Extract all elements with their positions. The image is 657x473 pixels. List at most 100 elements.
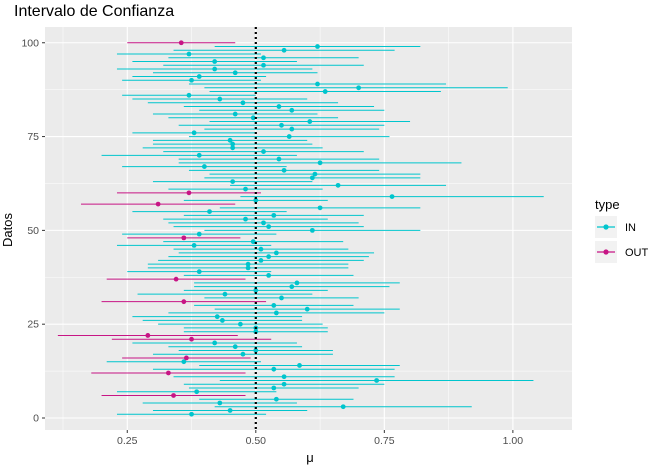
legend: type IN OUT xyxy=(595,197,649,263)
interval-center-point xyxy=(258,257,264,263)
interval-center-point xyxy=(258,246,264,252)
interval-center-point xyxy=(289,284,295,290)
interval-center-point xyxy=(273,250,279,256)
interval-center-point xyxy=(178,40,184,46)
interval-center-point xyxy=(250,239,256,245)
interval-center-point xyxy=(201,164,207,169)
interval-center-point xyxy=(189,336,194,342)
interval-center-point xyxy=(273,396,279,402)
interval-center-point xyxy=(304,306,310,312)
legend-key-in-point xyxy=(603,224,609,230)
interval-center-point xyxy=(281,167,287,173)
interval-center-point xyxy=(281,374,287,380)
interval-center-point xyxy=(312,171,318,177)
interval-center-point xyxy=(261,149,266,154)
interval-center-point xyxy=(253,288,259,293)
interval-center-point xyxy=(276,156,282,162)
interval-center-point xyxy=(322,89,328,94)
legend-label-in: IN xyxy=(625,222,636,234)
interval-center-point xyxy=(271,366,277,372)
interval-center-point xyxy=(196,74,202,79)
legend-key-out-point xyxy=(603,249,609,255)
interval-center-point xyxy=(145,333,151,338)
interval-center-point xyxy=(165,370,171,376)
y-tick-label: 25 xyxy=(27,319,39,331)
legend-title: type xyxy=(595,197,620,212)
interval-center-point xyxy=(212,340,218,346)
interval-center-point xyxy=(250,115,256,121)
interval-center-point xyxy=(196,231,202,237)
interval-center-point xyxy=(309,227,315,233)
interval-center-point xyxy=(266,254,272,260)
y-axis: 0 25 50 75 100 xyxy=(21,37,45,424)
interval-center-point xyxy=(232,111,238,117)
interval-center-point xyxy=(271,385,277,391)
interval-center-point xyxy=(230,145,236,151)
x-tick-label: 0.25 xyxy=(117,435,138,447)
y-tick-label: 0 xyxy=(33,412,39,424)
legend-key-in xyxy=(595,216,617,238)
interval-center-point xyxy=(191,242,197,248)
interval-center-point xyxy=(227,408,233,413)
interval-center-point xyxy=(207,209,212,215)
interval-center-point xyxy=(217,96,223,102)
interval-center-point xyxy=(389,194,395,200)
interval-center-point xyxy=(307,119,313,124)
interval-center-point xyxy=(294,280,300,286)
interval-center-point xyxy=(240,100,246,106)
interval-center-point xyxy=(230,179,236,184)
interval-center-point xyxy=(253,329,259,335)
interval-center-point xyxy=(273,310,279,316)
interval-center-point xyxy=(194,389,200,395)
interval-center-point xyxy=(212,59,218,64)
x-tick-label: 1.00 xyxy=(503,435,524,447)
interval-center-point xyxy=(232,344,238,350)
x-axis: 0.25 0.50 0.75 1.00 xyxy=(117,430,523,447)
interval-center-point xyxy=(317,160,323,166)
interval-center-point xyxy=(315,81,320,87)
interval-center-point xyxy=(297,363,302,368)
interval-centers xyxy=(145,40,395,417)
interval-center-point xyxy=(230,141,236,147)
interval-center-point xyxy=(186,190,192,196)
interval-center-point xyxy=(171,393,176,398)
x-tick-label: 0.50 xyxy=(246,435,267,447)
interval-center-point xyxy=(181,299,187,305)
interval-center-point xyxy=(214,314,220,320)
interval-center-point xyxy=(266,224,272,230)
interval-center-point xyxy=(289,107,295,113)
interval-center-point xyxy=(189,77,194,83)
legend-key-out xyxy=(595,241,617,263)
interval-center-point xyxy=(186,51,192,57)
interval-center-point xyxy=(276,104,282,109)
interval-center-point xyxy=(309,175,315,181)
interval-center-point xyxy=(317,205,323,211)
interval-center-point xyxy=(243,216,248,222)
interval-center-point xyxy=(196,152,202,158)
interval-center-point xyxy=(227,137,233,143)
x-tick-label: 0.75 xyxy=(374,435,395,447)
interval-center-point xyxy=(155,201,161,207)
minor-gridlines xyxy=(45,27,572,430)
interval-center-point xyxy=(222,291,228,297)
chart-title: Intervalo de Confianza xyxy=(14,3,174,20)
interval-center-point xyxy=(279,295,284,301)
interval-center-point xyxy=(217,400,223,406)
interval-center-point xyxy=(253,197,259,203)
y-tick-label: 75 xyxy=(27,131,39,143)
interval-center-point xyxy=(186,92,192,98)
interval-center-point xyxy=(181,359,187,365)
interval-center-point xyxy=(232,70,238,76)
interval-center-point xyxy=(245,265,251,271)
interval-center-point xyxy=(191,130,197,136)
plot-panel xyxy=(45,27,572,430)
interval-center-point xyxy=(219,318,225,323)
y-tick-label: 50 xyxy=(27,225,39,237)
interval-center-point xyxy=(183,355,189,361)
interval-center-point xyxy=(281,381,287,387)
interval-center-point xyxy=(240,351,246,357)
interval-center-point xyxy=(286,134,292,139)
interval-center-point xyxy=(189,411,194,417)
interval-center-point xyxy=(279,122,284,128)
